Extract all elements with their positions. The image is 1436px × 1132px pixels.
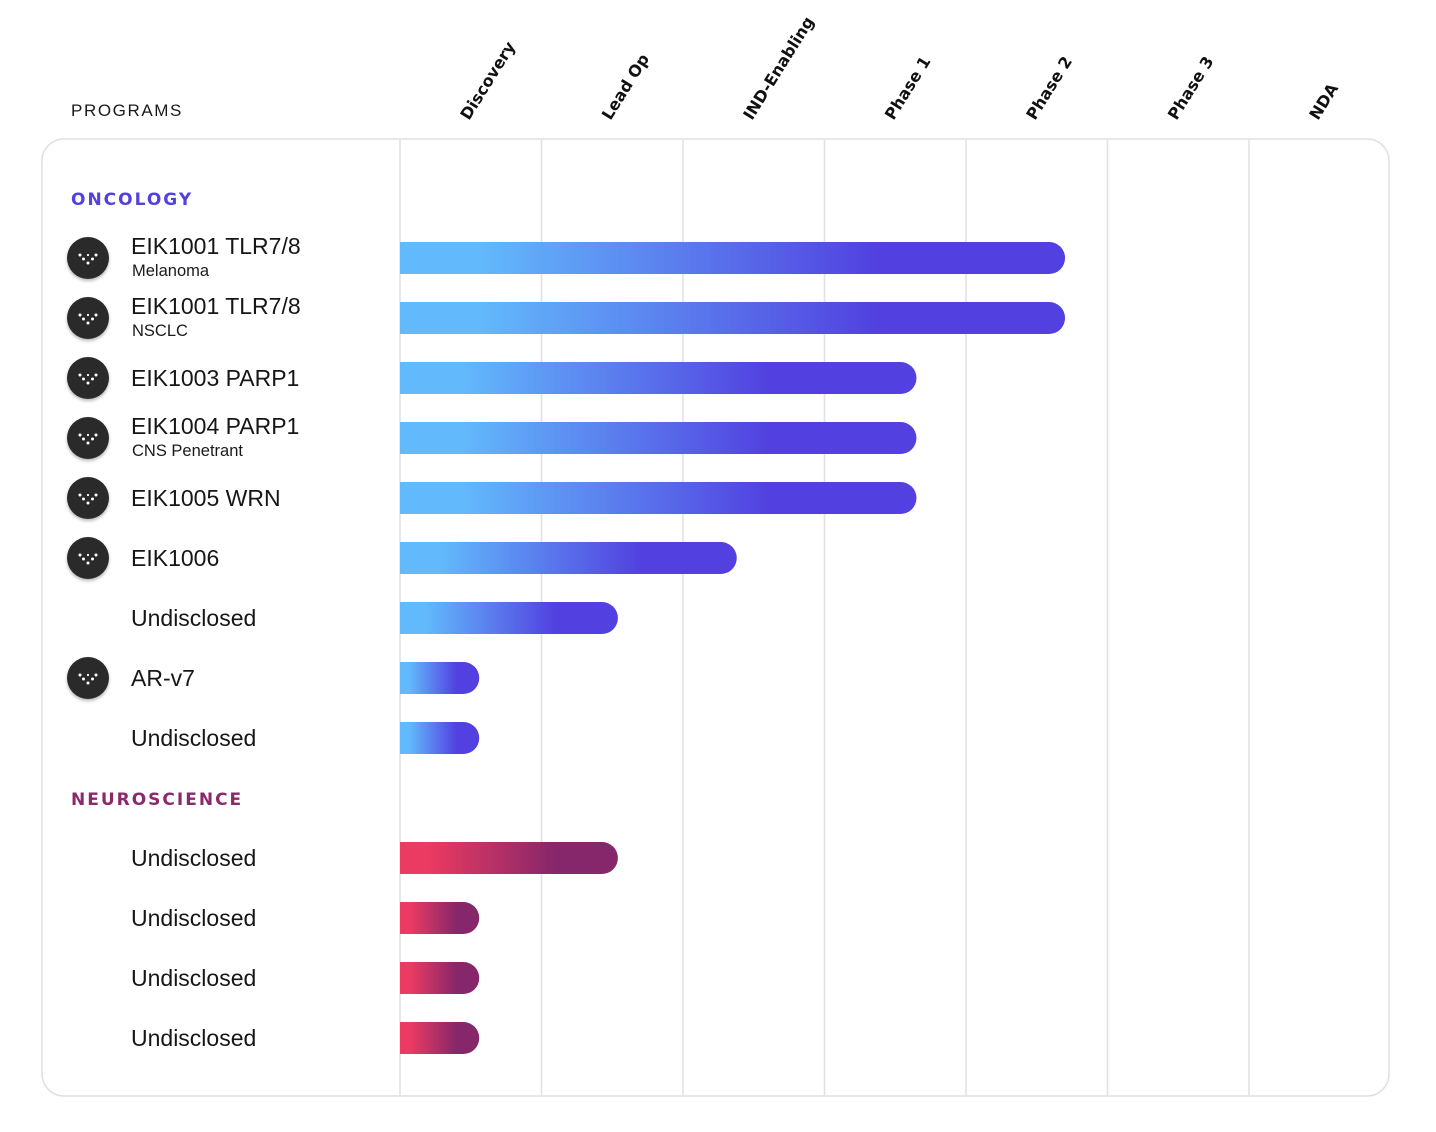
program-row: EIK1004 PARP1 CNS Penetrant: [67, 413, 917, 460]
phase-label-nda: NDA: [1305, 79, 1342, 123]
phase-label-lead-op: Lead Op: [598, 50, 653, 123]
program-row: Undisclosed: [131, 962, 480, 994]
progress-bar: [400, 302, 1066, 334]
program-name: EIK1006: [131, 545, 219, 571]
section-title: ONCOLOGY: [71, 190, 193, 210]
program-row: Undisclosed: [131, 842, 618, 874]
phase-label-ind-enabling: IND-Enabling: [739, 13, 818, 123]
progress-bar: [400, 902, 480, 934]
section-neuroscience: NEUROSCIENCE Undisclosed Undisclosed Undisc…: [71, 790, 1357, 1054]
program-name: EIK1003 PARP1: [131, 365, 299, 391]
phase-label-phase-2: Phase 2: [1022, 53, 1076, 123]
program-row: EIK1003 PARP1: [67, 357, 917, 399]
program-name: Undisclosed: [131, 965, 256, 991]
program-name: Undisclosed: [131, 725, 256, 751]
program-row: Undisclosed: [131, 1022, 480, 1054]
progress-bar: [400, 842, 618, 874]
program-indication: CNS Penetrant: [132, 442, 243, 460]
progress-bar: [400, 482, 917, 514]
program-name: Undisclosed: [131, 905, 256, 931]
program-row: Undisclosed: [131, 902, 480, 934]
program-name: EIK1005 WRN: [131, 485, 281, 511]
program-name: EIK1004 PARP1: [131, 413, 299, 439]
progress-bar: [400, 542, 737, 574]
eikon-logo-icon: [67, 237, 109, 279]
program-name: Undisclosed: [131, 845, 256, 871]
program-indication: NSCLC: [132, 322, 188, 340]
section-title: NEUROSCIENCE: [71, 790, 243, 810]
program-name: Undisclosed: [131, 605, 256, 631]
program-row: EIK1001 TLR7/8 Melanoma: [67, 233, 1066, 280]
program-row: EIK1006: [67, 537, 737, 579]
phase-label-phase-1: Phase 1: [881, 53, 935, 123]
progress-bar: [400, 1022, 480, 1054]
program-row: EIK1001 TLR7/8 NSCLC: [67, 293, 1066, 340]
eikon-logo-icon: [67, 357, 109, 399]
progress-bar: [400, 242, 1066, 274]
progress-bar: [400, 362, 917, 394]
eikon-logo-icon: [67, 537, 109, 579]
progress-bar: [400, 722, 480, 754]
program-indication: Melanoma: [132, 262, 210, 280]
program-row: AR-v7: [67, 657, 480, 699]
eikon-logo-icon: [67, 297, 109, 339]
phase-label-phase-3: Phase 3: [1164, 53, 1218, 123]
program-row: Undisclosed: [131, 722, 480, 754]
eikon-logo-icon: [67, 477, 109, 519]
program-row: Undisclosed: [131, 602, 618, 634]
program-name: AR-v7: [131, 665, 195, 691]
progress-bar: [400, 962, 480, 994]
program-name: Undisclosed: [131, 1025, 256, 1051]
program-name: EIK1001 TLR7/8: [131, 233, 301, 259]
progress-bar: [400, 662, 480, 694]
eikon-logo-icon: [67, 657, 109, 699]
eikon-logo-icon: [67, 417, 109, 459]
progress-bar: [400, 422, 917, 454]
program-name: EIK1001 TLR7/8: [131, 293, 301, 319]
phase-labels: Discovery Lead Op IND-Enabling Phase 1 Phase…: [456, 13, 1342, 123]
phase-label-discovery: Discovery: [456, 38, 519, 123]
chart-frame: [41, 138, 1390, 1097]
programs-header: PROGRAMS: [71, 101, 183, 120]
progress-bar: [400, 602, 618, 634]
program-row: EIK1005 WRN: [67, 477, 917, 519]
